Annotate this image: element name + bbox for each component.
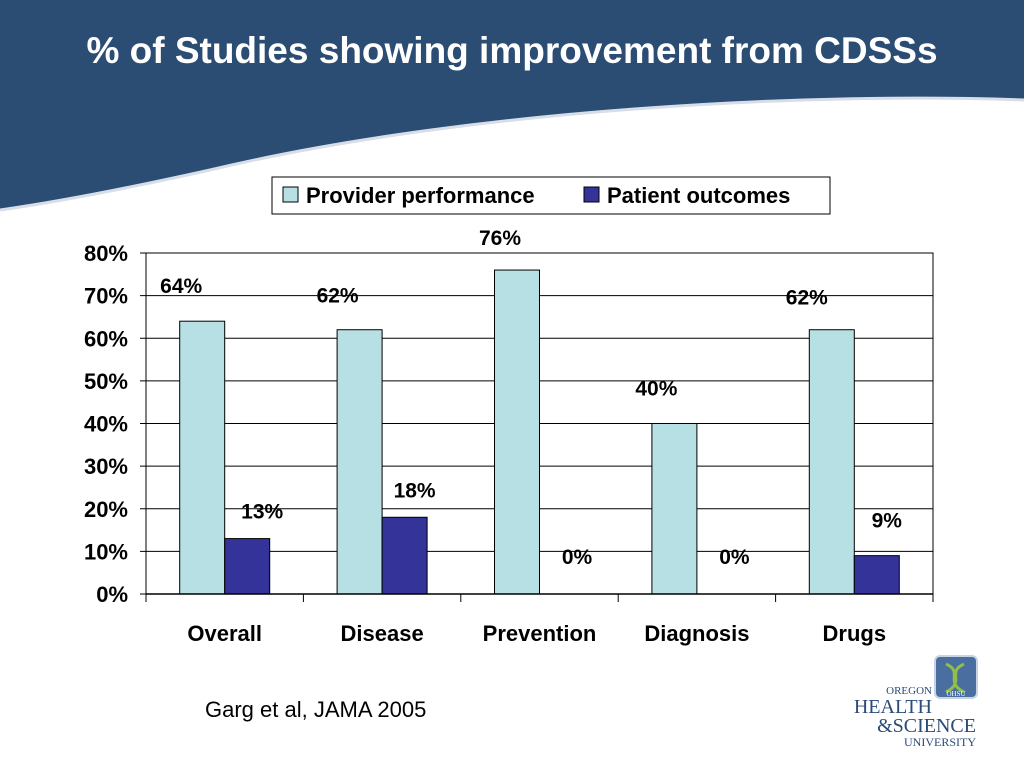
header-background [0,0,1024,212]
y-tick-label: 80% [84,241,128,266]
y-tick-label: 40% [84,412,128,437]
bar-provider-performance-overall [179,320,226,595]
logo-badge-text: OHSU [946,690,965,698]
category-label-overall: Overall [187,621,262,646]
source-citation: Garg et al, JAMA 2005 [205,697,427,722]
y-tick-label: 50% [84,369,128,394]
data-label: 9% [872,510,903,533]
category-label-disease: Disease [341,621,424,646]
y-tick-label: 60% [84,326,128,351]
bar-provider-performance-disease [336,329,383,595]
y-tick-label: 70% [84,284,128,309]
bar-provider-performance-diagnosis [651,423,698,595]
axes: 0% 10% 20% 30% 40% 50% 60% 70% 80% Overall Disease… [84,241,934,646]
data-label: 76% [479,227,521,250]
data-label: 62% [317,285,359,308]
y-tick-label: 20% [84,497,128,522]
y-tick-label: 0% [96,582,128,607]
legend: Provider performance Patient outcomes [271,176,831,215]
y-tick-label: 10% [84,539,128,564]
legend-frame [271,176,831,215]
legend-label-provider-performance: Provider performance [306,183,535,208]
legend-swatch-patient-outcomes [583,186,600,203]
bar-patient-outcomes-disease [381,516,428,595]
data-label: 18% [394,479,436,502]
bar-provider-performance-prevention [494,269,540,595]
logo-line-1: OREGON [886,685,932,697]
slide-title: % of Studies showing improvement from CD… [86,30,938,71]
logo-line-3: &SCIENCE [877,715,976,737]
category-label-diagnosis: Diagnosis [644,621,749,646]
ohsu-logo: OHSU OREGON HEALTH &SCIENCE UNIVERSITY [854,655,978,749]
data-label: 62% [786,287,828,310]
category-label-drugs: Drugs [823,621,887,646]
data-label: 0% [562,546,593,569]
logo-line-4: UNIVERSITY [904,735,976,749]
data-label: 13% [241,501,283,524]
bar-patient-outcomes-overall [224,538,271,595]
data-label: 64% [160,275,202,298]
category-label-prevention: Prevention [483,621,597,646]
legend-label-patient-outcomes: Patient outcomes [607,183,790,208]
bars [179,269,900,595]
data-label: 40% [635,378,677,401]
bar-patient-outcomes-drugs [853,555,900,595]
y-tick-label: 30% [84,454,128,479]
data-labels: 64% 13% 62% 18% 76% 0% 40% 0% 62% 9% [160,227,902,569]
bar-provider-performance-drugs [808,329,855,595]
legend-swatch-provider-performance [282,186,299,203]
logo-line-2: HEALTH [854,696,932,718]
data-label: 0% [719,546,750,569]
